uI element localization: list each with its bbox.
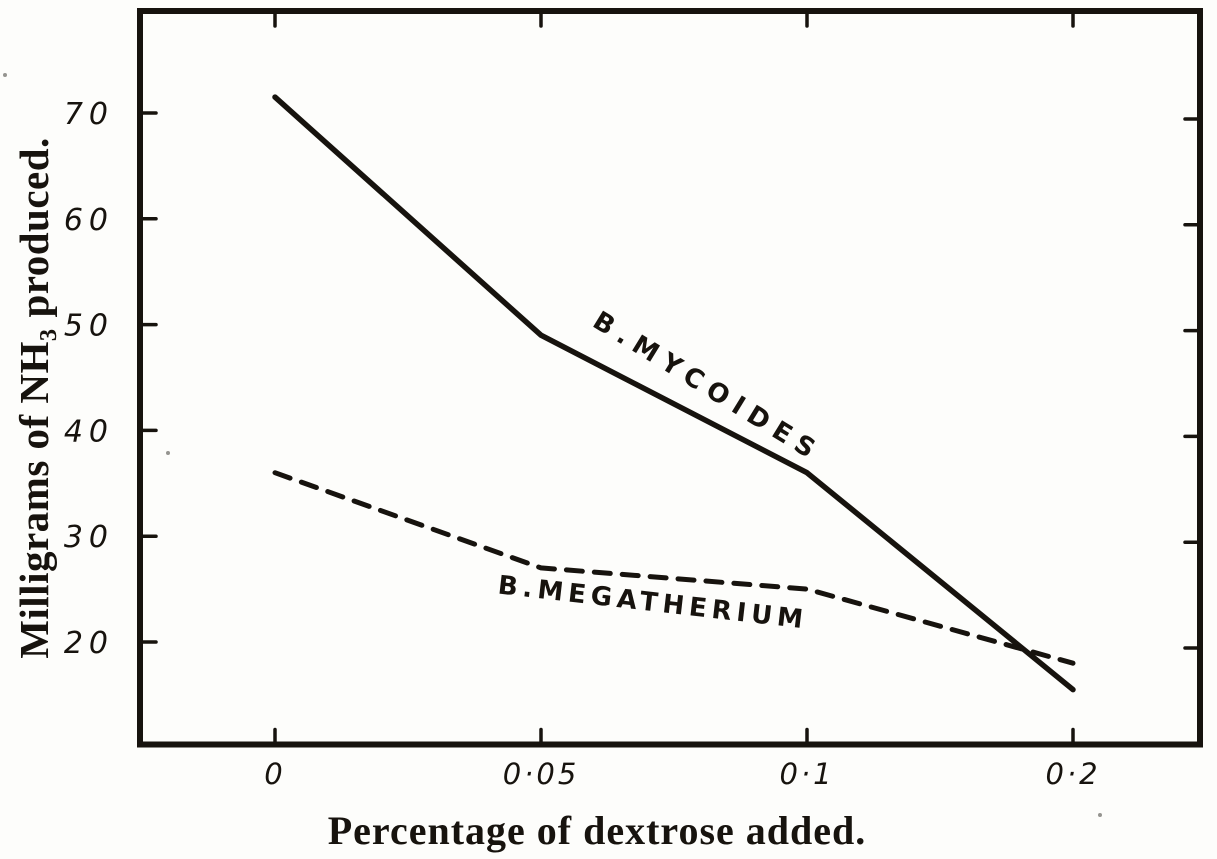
y-tick-label: 40 (64, 414, 114, 449)
y-tick-label: 20 (64, 626, 114, 661)
y-tick-label: 60 (64, 203, 114, 238)
series-line-b-megatherium (272, 470, 1076, 666)
scan-speck (1098, 813, 1102, 817)
plot-frame (137, 8, 1203, 748)
scan-speck (3, 73, 7, 77)
y-tick-label: 30 (64, 520, 114, 555)
x-tick-label: 0·2 (1045, 757, 1100, 791)
y-tick-label: 70 (64, 97, 114, 132)
scan-speck (166, 451, 170, 455)
x-tick-label: 0·05 (503, 757, 580, 791)
x-tick-label: 0·1 (779, 757, 834, 791)
series-line-b-mycoides (272, 94, 1076, 693)
x-tick-label: 0 (264, 757, 285, 791)
x-axis-title: Percentage of dextrose added. (327, 808, 867, 853)
y-axis-title: Milligrams of NH₃ produced. (11, 137, 57, 659)
y-tick-label: 50 (64, 309, 114, 344)
series-label-b-megatherium: B.MEGATHERIUM (496, 571, 809, 636)
series-label-b-mycoides: B.MYCOIDES (587, 306, 826, 469)
